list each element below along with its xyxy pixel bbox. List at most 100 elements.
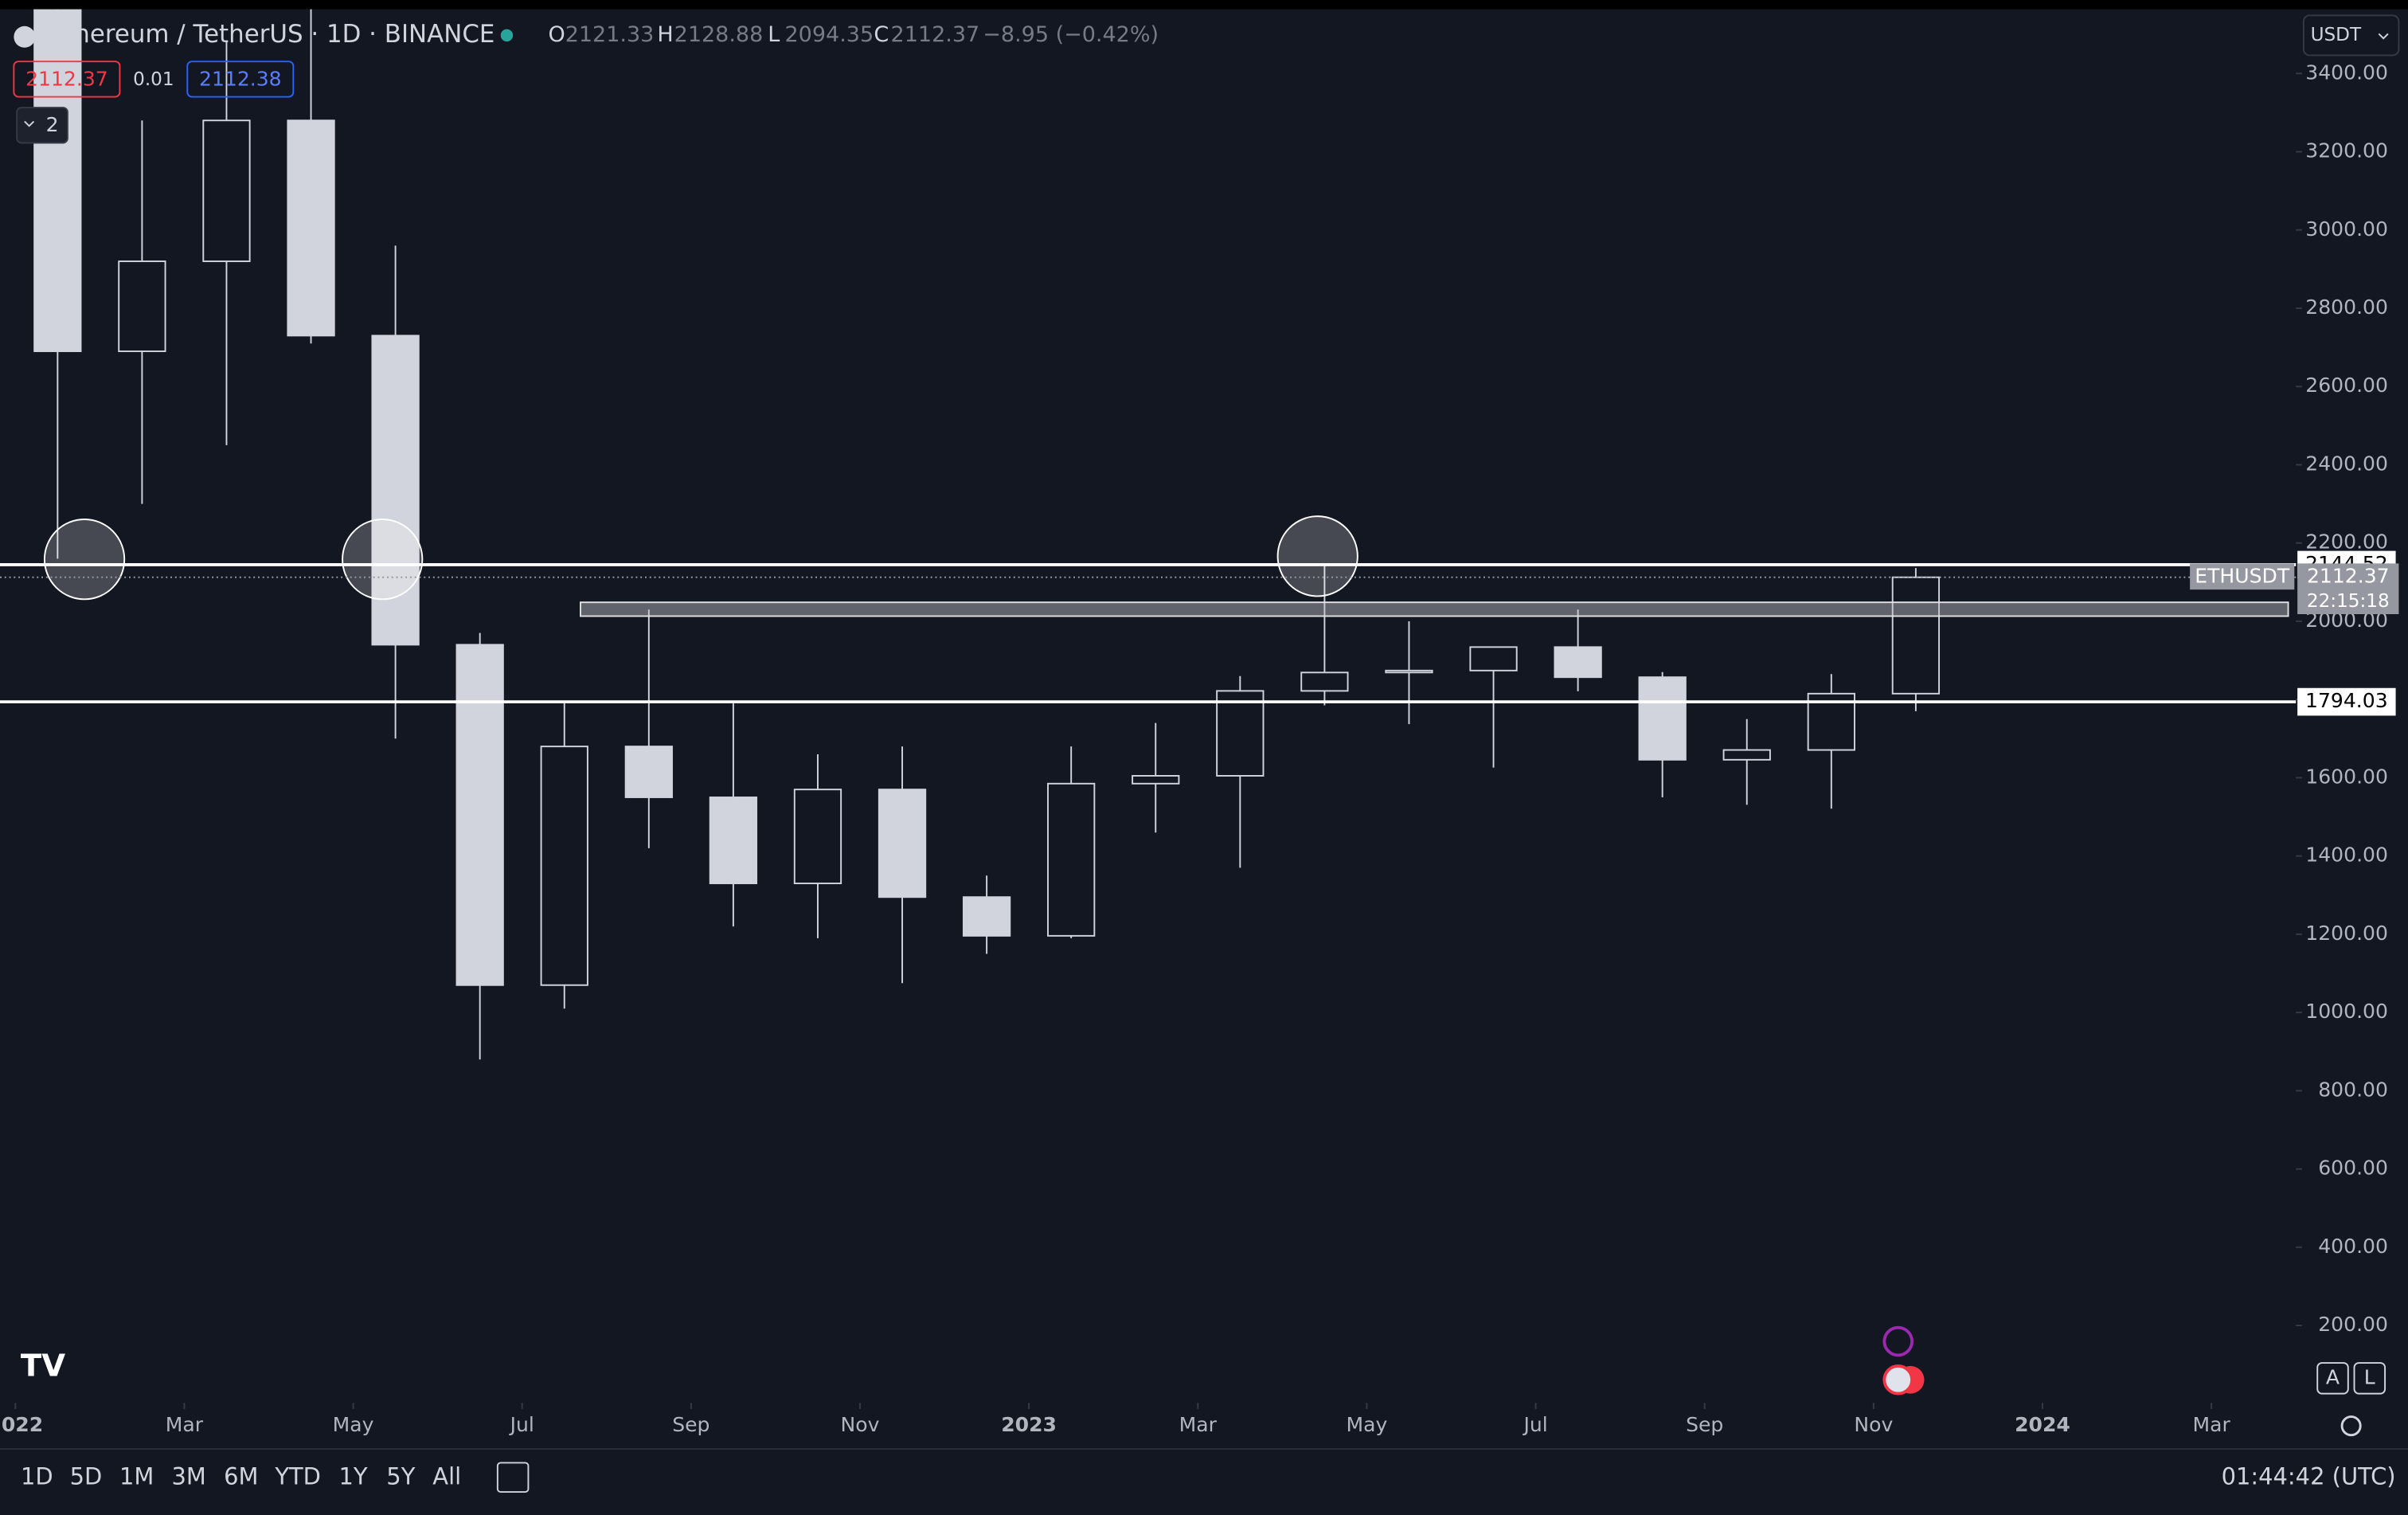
candle-body: [1132, 775, 1180, 785]
toolbar: 1D 5D 1M 3M 6M YTD 1Y 5Y All A L: [21, 1362, 2386, 1490]
candle-body: [1300, 671, 1349, 692]
event-icon[interactable]: [1882, 1325, 1914, 1357]
y-tick-label: 1000.00: [2305, 1000, 2388, 1023]
ohlc-value: 2121.33: [565, 22, 655, 47]
candle-body: [540, 746, 588, 986]
ohlc-key: O: [549, 22, 565, 47]
x-tick-label: May: [333, 1413, 374, 1436]
currency-box[interactable]: [2302, 14, 2400, 57]
x-tick-label: Jul: [1522, 1413, 1547, 1436]
y-tick-label: 3200.00: [2305, 139, 2388, 162]
ask[interactable]: 2112.38: [199, 67, 282, 90]
highlight-circle: [43, 519, 126, 601]
y-tick-label: 3400.00: [2305, 61, 2388, 84]
candle-body: [33, 9, 82, 352]
highlight-circle: [342, 519, 424, 601]
range-button[interactable]: 6M: [224, 1463, 258, 1490]
change: −8.95 (−0.42%): [983, 22, 1159, 47]
ohlc-value: 2094.35: [785, 22, 874, 47]
x-tick-label: Sep: [1686, 1413, 1723, 1436]
candle-body: [709, 797, 758, 885]
level-label: 1794.03: [2305, 689, 2388, 712]
chevron: [2378, 33, 2389, 40]
symbol-tag: ETHUSDT: [2195, 565, 2290, 588]
y-tick-label: 2200.00: [2305, 530, 2388, 554]
candle-body: [1216, 690, 1265, 777]
candle-body: [962, 896, 1011, 937]
scale-button-box[interactable]: [2316, 1362, 2349, 1395]
scale-button[interactable]: A: [2326, 1365, 2340, 1388]
range-button[interactable]: 5Y: [386, 1463, 415, 1490]
y-tick-label: 800.00: [2318, 1078, 2388, 1101]
symbol-icon: [14, 25, 36, 48]
x-tick-label: Jul: [509, 1413, 534, 1436]
y-tick-label: 3000.00: [2305, 217, 2388, 241]
symbol[interactable]: Ethereum / TetherUS · 1D · BINANCE: [49, 20, 495, 49]
range-button[interactable]: 5D: [70, 1463, 103, 1490]
ohlc-key: H: [657, 22, 673, 47]
y-tick-label: 600.00: [2318, 1157, 2388, 1180]
range-button[interactable]: 1Y: [339, 1463, 368, 1490]
spread: 0.01: [133, 69, 174, 90]
candle-body: [793, 789, 842, 885]
ohlc-legend: O 2121.33 H 2128.88 L 2094.35 C 2112.37: [549, 22, 980, 47]
x-tick-label: Nov: [841, 1413, 880, 1436]
y-tick-label: 1200.00: [2305, 922, 2388, 945]
logo: TV: [21, 1348, 65, 1384]
y-tick-label: 2400.00: [2305, 452, 2388, 475]
range-button[interactable]: YTD: [274, 1463, 321, 1490]
indicator-count[interactable]: 2: [46, 113, 59, 136]
candle-body: [1047, 782, 1096, 937]
date-range-icon[interactable]: [496, 1462, 530, 1493]
chevron: [24, 120, 35, 127]
ohlc-value: 2112.37: [891, 22, 980, 47]
x-tick-label: 2023: [1001, 1413, 1057, 1436]
candle-body: [202, 119, 251, 263]
scale-button[interactable]: L: [2364, 1365, 2375, 1388]
zone: [580, 601, 2289, 617]
bid[interactable]: 2112.37: [25, 67, 108, 90]
indicator-toggle[interactable]: [16, 107, 68, 144]
candle-body: [1722, 749, 1771, 761]
range-button[interactable]: 1D: [21, 1463, 53, 1490]
candle-body: [455, 644, 504, 986]
bid-box[interactable]: [13, 61, 121, 98]
x-tick-label: Mar: [2192, 1413, 2230, 1436]
ohlc-value: 2128.88: [674, 22, 764, 47]
y-tick-label: 1400.00: [2305, 844, 2388, 867]
plot: [33, 9, 1941, 1060]
x-tick-label: 2022: [0, 1413, 43, 1436]
level-label-box: [2297, 687, 2396, 716]
x-tick-label: Nov: [1854, 1413, 1893, 1436]
y-tick-label: 200.00: [2318, 1313, 2388, 1336]
range-button[interactable]: 3M: [172, 1463, 206, 1490]
highlight-circle: [1276, 515, 1358, 597]
top-strip: [0, 0, 2408, 10]
status-dot: [500, 29, 514, 42]
currency[interactable]: USDT: [2311, 25, 2362, 45]
event-icon[interactable]: [1882, 1364, 1914, 1396]
last-price-box: [2297, 563, 2399, 615]
scale-button-box[interactable]: [2353, 1362, 2386, 1395]
candle-body: [1554, 646, 1602, 679]
candle-body: [1891, 576, 1941, 695]
candle-body: [371, 335, 420, 646]
ohlc-key: L: [768, 22, 780, 47]
ask-box[interactable]: [186, 61, 295, 98]
range-button[interactable]: 1M: [119, 1463, 154, 1490]
symbol-tag-box: [2190, 563, 2295, 590]
candle-body: [118, 260, 166, 352]
settings-icon[interactable]: [2340, 1415, 2362, 1437]
range-button[interactable]: All: [432, 1463, 461, 1490]
ohlc-key: C: [874, 22, 889, 47]
y-tick-label: 2600.00: [2305, 374, 2388, 397]
x-tick-label: May: [1347, 1413, 1388, 1436]
clock: 01:44:42 (UTC): [2222, 1463, 2396, 1490]
x-tick-label: Sep: [672, 1413, 710, 1436]
candle-body: [1638, 676, 1687, 761]
y-tick-label: 1600.00: [2305, 765, 2388, 788]
candle-body: [1469, 646, 1518, 671]
candle-body: [878, 789, 927, 898]
